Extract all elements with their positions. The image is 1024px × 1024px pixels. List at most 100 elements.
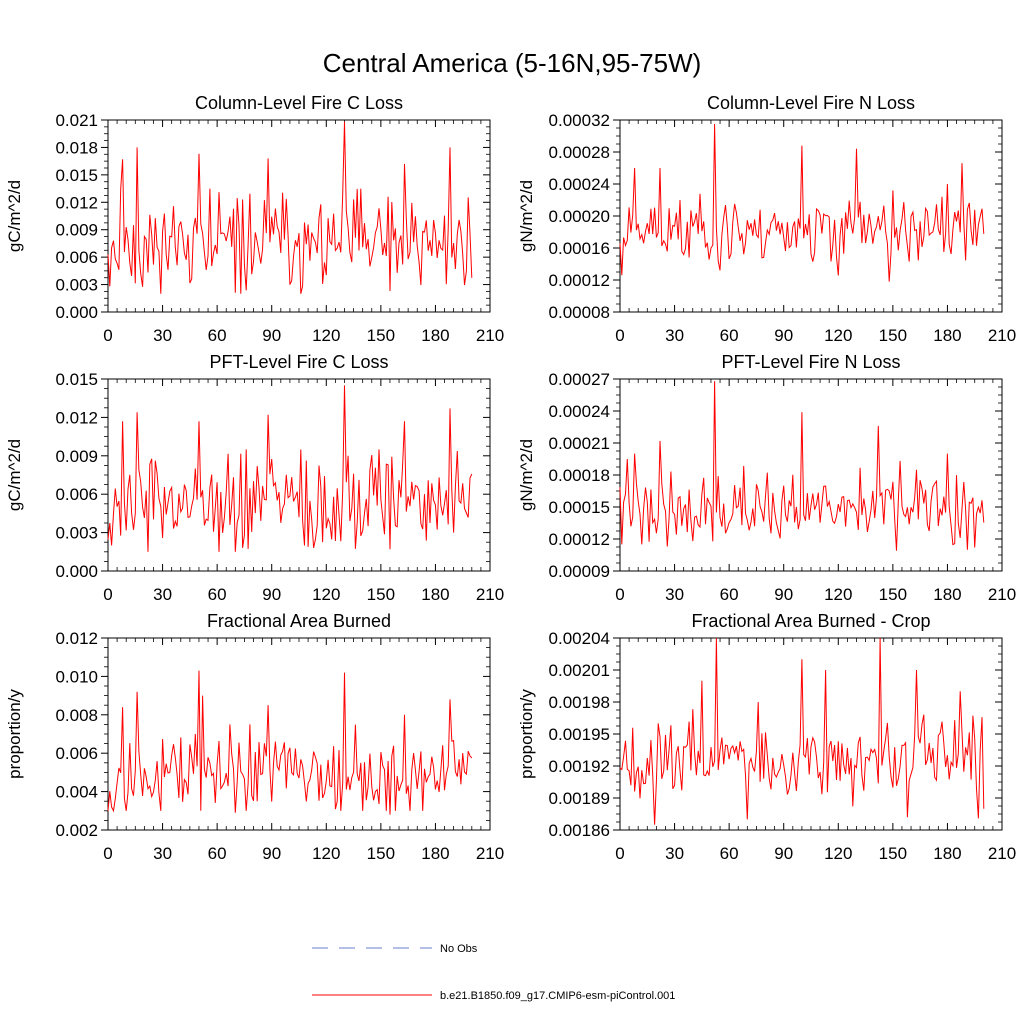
y-tick-label: 0.009 <box>55 447 98 466</box>
x-tick-label: 0 <box>615 585 624 604</box>
legend: No Obs b.e21.B1850.f09_g17.CMIP6-esm-piC… <box>312 943 675 1002</box>
y-tick-label: 0.00195 <box>549 725 610 744</box>
plot-frame <box>107 119 491 313</box>
x-tick-label: 180 <box>421 326 449 345</box>
y-tick-label: 0.00192 <box>549 757 610 776</box>
y-tick-label: 0.00009 <box>549 562 610 581</box>
y-tick-label: 0.00012 <box>549 271 610 290</box>
y-tick-label: 0.015 <box>55 166 98 185</box>
x-tick-label: 150 <box>879 585 907 604</box>
x-tick-label: 30 <box>665 844 684 863</box>
x-tick-label: 60 <box>720 585 739 604</box>
x-tick-label: 120 <box>824 326 852 345</box>
y-tick-label: 0.00015 <box>549 498 610 517</box>
y-axis-label: proportion/y <box>5 689 24 779</box>
plot-frame <box>619 119 1003 313</box>
x-tick-label: 30 <box>665 585 684 604</box>
y-tick-label: 0.00024 <box>549 402 610 421</box>
x-tick-label: 180 <box>421 585 449 604</box>
y-tick-label: 0.00016 <box>549 239 610 258</box>
x-tick-label: 0 <box>615 326 624 345</box>
y-tick-label: 0.006 <box>55 744 98 763</box>
x-tick-label: 60 <box>720 326 739 345</box>
y-tick-label: 0.00032 <box>549 111 610 130</box>
x-tick-label: 60 <box>720 844 739 863</box>
y-tick-label: 0.00018 <box>549 466 610 485</box>
x-tick-label: 150 <box>879 326 907 345</box>
y-tick-label: 0.00008 <box>549 303 610 322</box>
x-tick-label: 120 <box>312 844 340 863</box>
x-tick-label: 60 <box>208 585 227 604</box>
x-tick-label: 120 <box>824 585 852 604</box>
panel-title: Column-Level Fire C Loss <box>195 93 403 113</box>
x-tick-label: 180 <box>933 326 961 345</box>
series-line <box>619 123 985 282</box>
plot-frame <box>619 637 1003 831</box>
series-line <box>107 385 473 552</box>
x-tick-label: 150 <box>367 585 395 604</box>
x-tick-label: 180 <box>933 585 961 604</box>
x-tick-label: 90 <box>262 844 281 863</box>
x-tick-label: 210 <box>476 844 504 863</box>
y-tick-label: 0.003 <box>55 276 98 295</box>
x-tick-label: 0 <box>103 585 112 604</box>
x-tick-label: 90 <box>774 585 793 604</box>
y-tick-label: 0.00020 <box>549 207 610 226</box>
y-tick-label: 0.00024 <box>549 175 610 194</box>
panel-title: PFT-Level Fire N Loss <box>721 352 900 372</box>
y-axis-label: gC/m^2/d <box>5 439 24 511</box>
panel-2: Column-Level Fire N Loss gN/m^2/d 0 30 60 90 1… <box>517 93 1016 345</box>
legend-label-no-obs: No Obs <box>440 943 478 955</box>
x-tick-label: 210 <box>988 326 1016 345</box>
y-tick-label: 0.010 <box>55 667 98 686</box>
x-tick-label: 210 <box>476 326 504 345</box>
x-tick-label: 30 <box>153 585 172 604</box>
y-tick-label: 0.012 <box>55 193 98 212</box>
y-tick-label: 0.00028 <box>549 143 610 162</box>
y-tick-label: 0.00027 <box>549 370 610 389</box>
y-tick-label: 0.015 <box>55 370 98 389</box>
x-tick-label: 90 <box>262 585 281 604</box>
x-tick-label: 30 <box>153 844 172 863</box>
x-tick-label: 180 <box>933 844 961 863</box>
panel-title: Fractional Area Burned - Crop <box>691 611 930 631</box>
x-tick-label: 150 <box>879 844 907 863</box>
y-tick-label: 0.00012 <box>549 530 610 549</box>
x-tick-label: 150 <box>367 326 395 345</box>
y-tick-label: 0.00189 <box>549 789 610 808</box>
series-line <box>619 381 985 551</box>
x-tick-label: 0 <box>103 844 112 863</box>
y-tick-label: 0.012 <box>55 629 98 648</box>
y-tick-label: 0.000 <box>55 303 98 322</box>
y-tick-label: 0.006 <box>55 248 98 267</box>
x-tick-label: 90 <box>774 844 793 863</box>
y-tick-label: 0.000 <box>55 562 98 581</box>
y-axis-label: proportion/y <box>517 689 536 779</box>
panel-title: Column-Level Fire N Loss <box>707 93 915 113</box>
x-tick-label: 90 <box>774 326 793 345</box>
y-tick-label: 0.00186 <box>549 821 610 840</box>
panel-6: Fractional Area Burned - Crop proportion/… <box>517 611 1016 863</box>
y-axis-label: gN/m^2/d <box>517 439 536 511</box>
x-tick-label: 30 <box>665 326 684 345</box>
y-tick-label: 0.003 <box>55 524 98 543</box>
x-tick-label: 120 <box>824 844 852 863</box>
panel-1: Column-Level Fire C Loss gC/m^2/d 0 30 60 90 1… <box>5 93 504 345</box>
x-tick-label: 30 <box>153 326 172 345</box>
chart-panels: Column-Level Fire C Loss gC/m^2/d 0 30 60 90 1… <box>5 93 1016 863</box>
x-tick-label: 180 <box>421 844 449 863</box>
y-tick-label: 0.004 <box>55 783 98 802</box>
x-tick-label: 210 <box>988 844 1016 863</box>
panel-3: PFT-Level Fire C Loss gC/m^2/d 0 30 60 90 120 1… <box>5 352 504 604</box>
y-axis-label: gN/m^2/d <box>517 180 536 252</box>
x-tick-label: 120 <box>312 326 340 345</box>
y-tick-label: 0.006 <box>55 485 98 504</box>
y-tick-label: 0.012 <box>55 408 98 427</box>
plot-frame <box>107 378 491 572</box>
x-tick-label: 60 <box>208 844 227 863</box>
legend-label-model: b.e21.B1850.f09_g17.CMIP6-esm-piControl.… <box>440 990 675 1002</box>
series-line <box>619 637 985 825</box>
y-tick-label: 0.00204 <box>549 629 610 648</box>
y-axis-label: gC/m^2/d <box>5 180 24 252</box>
